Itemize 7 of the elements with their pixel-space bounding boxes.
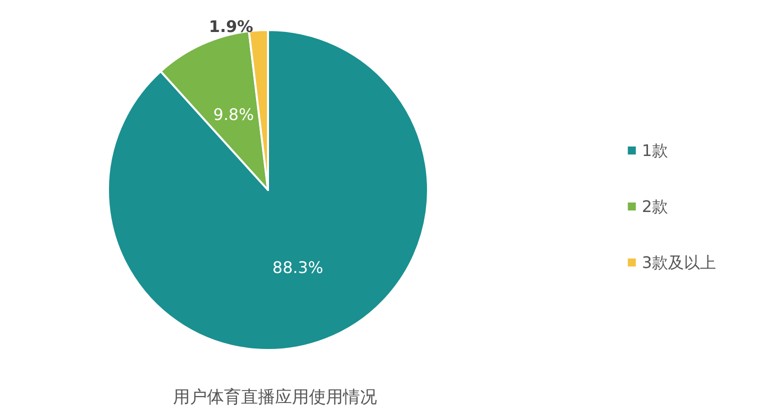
text: 用户体育直播应用使用情况 xyxy=(173,388,377,408)
legend-label: 1款 xyxy=(642,141,668,160)
data-label: 9.8% xyxy=(213,104,254,124)
data-label: 88.3% xyxy=(272,258,324,277)
legend-label: 3款及以上 xyxy=(642,253,716,272)
legend-label: 2款 xyxy=(642,197,668,216)
data-label: 1.9% xyxy=(208,16,254,36)
